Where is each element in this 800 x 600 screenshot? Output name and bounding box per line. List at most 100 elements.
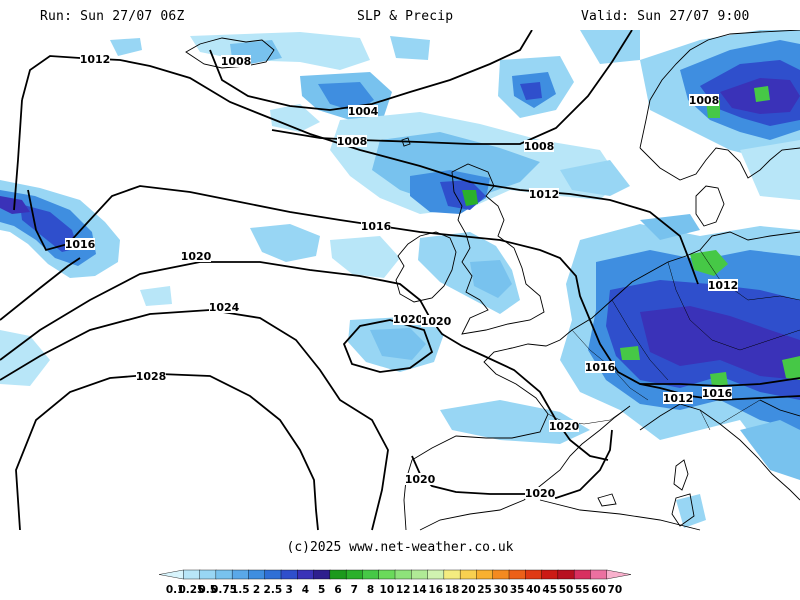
precip-area	[250, 224, 320, 262]
colorbar-tick-label: 0.25	[178, 584, 204, 596]
colorbar-swatch	[427, 569, 445, 580]
colorbar-tick-label: 7	[351, 584, 358, 596]
precip-area	[390, 36, 430, 60]
colorbar-tick-label: 30	[494, 584, 509, 596]
isobar-layer	[0, 30, 800, 531]
precip-area	[462, 190, 478, 206]
precip-area	[676, 494, 706, 528]
colorbar-swatch	[525, 569, 543, 580]
isobar-1016-west	[27, 185, 800, 387]
isobar-label: 1020	[181, 250, 212, 263]
colorbar-swatch	[199, 569, 217, 580]
colorbar-swatch	[557, 569, 575, 580]
colorbar-tick-label: 4	[302, 584, 309, 596]
colorbar-swatch	[394, 569, 412, 580]
precip-area	[140, 286, 172, 306]
precip-area	[740, 140, 800, 200]
precip-area	[0, 330, 50, 386]
coastline-africa	[539, 499, 701, 531]
precip-area	[318, 82, 374, 112]
precip-area	[782, 356, 800, 380]
colorbar-tick-label: 0.75	[211, 584, 237, 596]
colorbar-swatch	[280, 569, 298, 580]
precip-area	[520, 82, 542, 100]
isobar-1028	[15, 373, 319, 531]
colorbar-swatch	[573, 569, 592, 580]
colorbar-tick-label: 10	[380, 584, 395, 596]
colorbar-swatch	[590, 569, 608, 580]
isobar-1020-loop	[342, 319, 434, 373]
isobar-label: 1012	[708, 279, 739, 292]
precip-area	[754, 86, 770, 102]
svg-text:1020: 1020	[405, 473, 436, 486]
isobar-label: 1016	[361, 220, 392, 233]
colorbar-swatch	[378, 569, 396, 580]
copyright-text: (c)2025 www.net-weather.co.uk	[286, 540, 514, 555]
coastline-great-britain	[451, 163, 545, 335]
isobar-label: 1008	[221, 55, 251, 68]
svg-text:1008: 1008	[524, 140, 555, 153]
colorbar-tick-label: 1.5	[231, 584, 250, 596]
coastline-faroes	[401, 137, 411, 147]
colorbar-tick-label: 35	[510, 584, 525, 596]
colorbar-tick-label: 70	[608, 584, 623, 596]
precip-area	[470, 260, 512, 298]
colorbar-swatch	[231, 569, 250, 580]
forecast-map: 1012 1008 1004 1008 1008 1008 1012 1016 …	[0, 30, 800, 533]
colorbar-swatch	[443, 569, 461, 580]
colorbar-swatch	[264, 569, 282, 580]
precip-area	[370, 328, 426, 360]
colorbar-tick-label: 2.5	[264, 584, 283, 596]
colorbar-swatch	[541, 569, 559, 580]
colorbar-ticks: 0.10.250.50.751.5 2 2.5 3 4 5 6 7 8 10 12 14 16 18 20 2…	[166, 584, 622, 596]
coastline-italy	[639, 403, 800, 501]
colorbar-swatch	[297, 569, 315, 580]
svg-text:1016: 1016	[585, 361, 616, 374]
colorbar-tick-label: 6	[334, 584, 341, 596]
colorbar-tick-label: 20	[461, 584, 476, 596]
map-canvas: 1012 1008 1004 1008 1008 1008 1012 1016 …	[0, 30, 800, 531]
colorbar-tick-label: 25	[477, 584, 492, 596]
svg-text:1028: 1028	[136, 370, 167, 383]
colorbar-swatch	[508, 569, 526, 580]
svg-text:1016: 1016	[361, 220, 392, 233]
coastline-scandinavia	[639, 30, 800, 181]
precip-area	[20, 204, 78, 252]
precip-area	[740, 420, 800, 480]
isobar-labels: 1012 1008 1004 1008 1008 1008 1012 1016 …	[65, 53, 739, 500]
precip-area	[560, 160, 630, 196]
coastline-balearics	[597, 493, 617, 507]
chart-title: SLP & Precip	[357, 9, 454, 24]
colorbar-tick-label: 0.1	[166, 584, 185, 596]
isobar-label: 1028	[136, 370, 167, 383]
colorbar-tick-label: 3	[285, 584, 292, 596]
isobar-1012-left	[13, 99, 23, 211]
svg-text:1024: 1024	[209, 301, 240, 314]
colorbar-tick-label: 5	[318, 584, 325, 596]
colorbar-tick-label: 50	[559, 584, 574, 596]
isobar-1016-left	[0, 257, 81, 321]
colorbar-swatch	[362, 569, 380, 580]
svg-text:1012: 1012	[663, 392, 694, 405]
isobar-label: 1008	[689, 94, 719, 107]
isobar-label: 1008	[524, 140, 555, 153]
colorbar-swatches	[158, 569, 632, 580]
isobar-label: 1012	[529, 188, 560, 201]
colorbar-tick-label: 40	[526, 584, 541, 596]
colorbar-swatch	[183, 569, 201, 580]
svg-text:1012: 1012	[529, 188, 560, 201]
svg-text:1012: 1012	[708, 279, 739, 292]
precip-area	[690, 250, 728, 276]
colorbar-swatch	[459, 569, 478, 580]
coastline-corsica	[673, 459, 689, 491]
isobar-label: 1016	[65, 238, 96, 251]
svg-text:1016: 1016	[702, 387, 733, 400]
coastline-continent	[403, 231, 800, 531]
svg-text:1020: 1020	[525, 487, 556, 500]
precip-area	[710, 372, 728, 386]
colorbar-tick-label: 0.5	[198, 584, 217, 596]
isobar-label: 1016	[585, 361, 616, 374]
colorbar-tick-label: 8	[367, 584, 374, 596]
colorbar-tick-label: 55	[575, 584, 590, 596]
svg-text:1020: 1020	[549, 420, 580, 433]
